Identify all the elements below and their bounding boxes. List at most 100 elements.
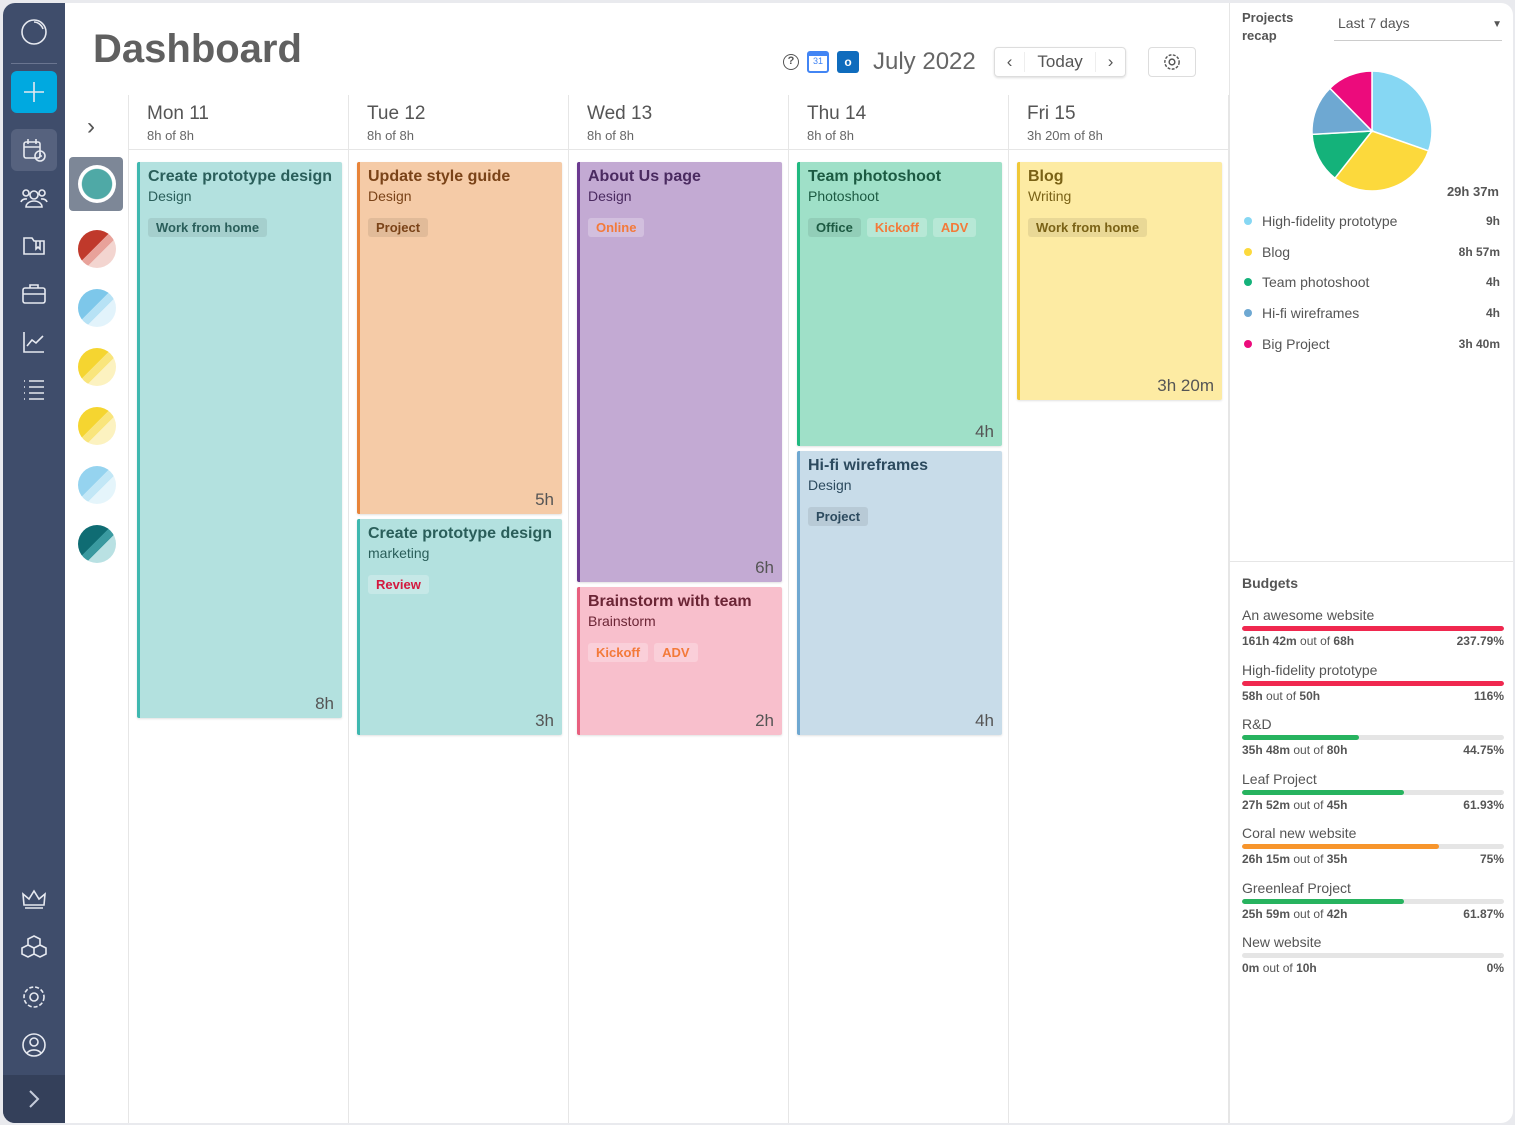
time-entry-card[interactable]: Blog Writing Work from home 3h 20m [1017,162,1222,400]
logo-icon[interactable] [11,11,57,53]
projects-icon[interactable] [11,225,57,267]
recap-title: Projects recap [1242,10,1294,43]
time-entry-card[interactable]: Create prototype design Design Work from h… [137,162,342,718]
add-icon[interactable] [11,71,57,113]
budget-item[interactable]: Coral new website 26h 15m out of 35h 75% [1242,825,1504,866]
budget-item[interactable]: New website 0m out of 10h 0% [1242,934,1504,975]
entry-tag: Review [368,575,429,594]
outlook-icon[interactable]: o [837,51,859,73]
entry-duration: 4h [975,711,994,730]
entry-subtitle: Photoshoot [808,188,879,204]
range-select[interactable]: Last 7 days ▼ [1334,15,1502,41]
briefcase-icon[interactable] [11,273,57,315]
expand-sidebar-button[interactable] [3,1075,65,1123]
right-panel: Projects recap Last 7 days ▼ 29h 37m High… [1229,3,1513,1123]
previous-week-button[interactable]: ‹ [1006,52,1013,71]
budget-progress-bar [1242,680,1504,686]
budget-item[interactable]: High-fidelity prototype 58h out of 50h 116… [1242,661,1504,703]
reports-icon[interactable] [11,321,57,363]
pie-slice [1333,130,1430,192]
day-header: Wed 13 8h of 8h [569,95,788,150]
entry-subtitle: Design [588,188,632,204]
entry-subtitle: Design [808,477,852,493]
budget-progress-bar [1242,626,1504,631]
day-total: 3h 20m of 8h [1027,128,1103,143]
budget-progress-bar [1242,789,1504,795]
crown-icon[interactable] [11,878,57,920]
profile-icon[interactable] [11,1024,57,1066]
expand-members-button[interactable]: › [87,113,95,140]
pie-slice [1328,70,1373,133]
budget-progress-bar [1242,844,1504,849]
entry-tag: ADV [932,218,977,237]
time-entry-card[interactable]: Hi-fi wireframes Design Project 4h [797,451,1002,735]
day-column: Tue 12 8h of 8h Update style guide Design Pr… [349,95,569,1123]
entry-tag: Work from home [148,218,268,237]
recap-legend-item: Big Project 3h 40m [1244,336,1500,352]
day-total: 8h of 8h [587,128,634,143]
settings-icon[interactable] [11,976,57,1018]
entry-tag: Office [808,218,861,237]
entry-duration: 2h [755,711,774,730]
budget-item[interactable]: An awesome website 161h 42m out of 68h 237… [1242,607,1504,648]
legend-dot [1244,247,1252,256]
today-button[interactable]: Today [1024,52,1096,72]
time-entry-card[interactable]: Team photoshoot Photoshoot Office Kickoff AD… [797,162,1002,446]
avatar[interactable] [78,525,116,563]
legend-dot [1244,217,1252,225]
legend-dot [1244,278,1252,287]
entry-subtitle: Writing [1028,188,1072,204]
calendar-toolbar: ? 31 o July 2022 ‹ Today › [783,47,1197,77]
day-name: Mon 11 [147,103,209,124]
entry-duration: 8h [315,694,334,713]
list-icon[interactable] [11,369,57,411]
time-entry-card[interactable]: Brainstorm with team Brainstorm Kickoff ADV… [577,587,782,735]
day-header: Thu 14 8h of 8h [789,95,1008,150]
day-name: Tue 12 [367,103,426,124]
avatar[interactable] [78,165,116,203]
avatar[interactable] [78,407,116,445]
budget-item[interactable]: Greenleaf Project 25h 59m out of 42h 61.87… [1242,879,1504,921]
budget-item[interactable]: R&D 35h 48m out of 80h 44.75% [1242,716,1504,757]
entry-tag: Kickoff [866,218,927,237]
budget-progress-bar [1242,898,1504,904]
entry-duration: 3h [535,711,554,730]
next-week-button[interactable]: › [1107,52,1114,71]
day-total: 8h of 8h [147,128,194,143]
time-entry-card[interactable]: Create prototype design marketing Review 3h [357,519,562,735]
avatar[interactable] [78,230,116,268]
recap-total: 29h 37m [1446,184,1499,199]
help-icon[interactable]: ? [783,54,799,70]
day-header: Tue 12 8h of 8h [349,95,568,150]
recap-legend-item: High-fidelity prototype 9h [1244,213,1500,229]
avatar[interactable] [78,466,116,504]
budget-item[interactable]: Leaf Project 27h 52m out of 45h 61.93% [1242,770,1504,812]
day-header: Mon 11 8h of 8h [129,95,348,150]
day-header: Fri 15 3h 20m of 8h [1009,95,1228,150]
entry-subtitle: Brainstorm [588,613,656,629]
google-calendar-icon[interactable]: 31 [807,51,829,73]
entry-duration: 3h 20m [1157,376,1214,395]
avatar[interactable] [78,348,116,386]
entry-title: Brainstorm with team [588,593,752,610]
entry-title: Hi-fi wireframes [808,457,929,474]
timesheet-icon[interactable] [11,129,57,171]
page-title: Dashboard [93,27,302,71]
entry-title: Update style guide [368,168,511,185]
recap-legend-item: Blog 8h 57m [1244,244,1500,260]
entry-duration: 6h [755,558,774,577]
calendar-settings-button[interactable] [1148,47,1197,77]
entry-tag: Work from home [1028,218,1148,237]
team-members-column: › [65,95,129,1123]
entry-tag: Online [588,218,645,237]
entry-title: Team photoshoot [808,168,942,185]
app-window: Dashboard ? 31 o July 2022 ‹ Today › › M… [3,3,1513,1123]
entry-duration: 5h [535,490,554,509]
avatar[interactable] [78,289,116,327]
pie-slice [1371,70,1433,152]
integrations-icon[interactable] [11,926,57,968]
time-entry-card[interactable]: About Us page Design Online 6h [577,162,782,582]
budget-progress-bar [1242,953,1504,958]
time-entry-card[interactable]: Update style guide Design Project 5h [357,162,562,514]
team-icon[interactable] [11,177,57,219]
